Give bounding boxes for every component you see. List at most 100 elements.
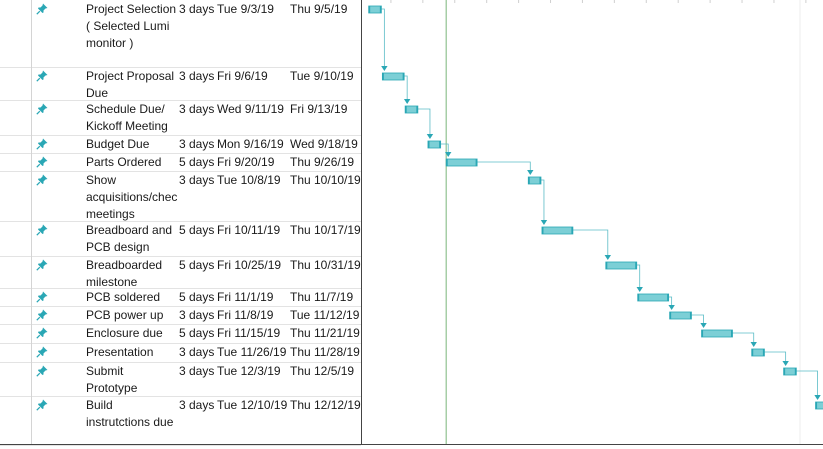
row-selector-cell[interactable] <box>0 100 32 135</box>
task-finish-cell[interactable]: Tue 11/12/19 <box>290 308 360 322</box>
task-bar-end-cap[interactable] <box>635 262 637 269</box>
task-finish-cell[interactable]: Wed 9/18/19 <box>290 137 358 151</box>
task-finish-cell[interactable]: Thu 9/5/19 <box>290 2 348 16</box>
grid-chart-divider[interactable] <box>361 0 362 445</box>
task-duration-cell[interactable]: 3 days <box>179 308 215 322</box>
row-selector-cell[interactable] <box>0 256 32 288</box>
task-duration-cell[interactable]: 3 days <box>179 102 215 116</box>
task-bar-start-cap[interactable] <box>528 177 530 184</box>
task-start-cell[interactable]: Tue 12/10/19 <box>217 398 288 412</box>
task-finish-cell[interactable]: Thu 11/28/19 <box>290 345 360 359</box>
table-row[interactable]: Project Selection ( Selected Lumi monito… <box>0 0 361 68</box>
task-bar-end-cap[interactable] <box>539 177 541 184</box>
task-bar-end-cap[interactable] <box>571 227 573 234</box>
task-bar-start-cap[interactable] <box>541 227 544 234</box>
table-row[interactable]: Breadboard and PCB design 5 days Fri 10/11… <box>0 221 361 257</box>
task-name-cell[interactable]: Parts Ordered <box>86 155 162 169</box>
row-selector-cell[interactable] <box>0 343 32 362</box>
task-name-cell[interactable]: Enclosure due <box>86 326 163 340</box>
task-bar-end-cap[interactable] <box>416 106 418 113</box>
task-finish-cell[interactable]: Thu 11/7/19 <box>290 290 354 304</box>
task-bar-start-cap[interactable] <box>637 294 640 301</box>
task-bar[interactable] <box>669 311 692 320</box>
row-selector-cell[interactable] <box>0 171 32 221</box>
task-bar[interactable] <box>381 72 405 81</box>
task-name-cell[interactable]: Project Selection ( Selected Lumi monito… <box>86 2 177 50</box>
pin-icon[interactable] <box>36 224 48 236</box>
task-bar-start-cap[interactable] <box>701 330 704 337</box>
task-bar-start-cap[interactable] <box>368 6 371 13</box>
table-row[interactable]: Build instrutctions due 3 days Tue 12/10/1… <box>0 396 361 446</box>
pin-icon[interactable] <box>36 174 48 186</box>
task-duration-cell[interactable]: 3 days <box>179 173 215 187</box>
row-selector-cell[interactable] <box>0 362 32 396</box>
pin-icon[interactable] <box>36 327 48 339</box>
pin-icon[interactable] <box>36 3 48 15</box>
task-bar-start-cap[interactable] <box>605 262 608 269</box>
table-row[interactable]: Budget Due 3 days Mon 9/16/19 Wed 9/18/19 <box>0 135 361 154</box>
task-start-cell[interactable]: Tue 12/3/19 <box>217 364 281 378</box>
task-duration-cell[interactable]: 3 days <box>179 2 215 16</box>
task-finish-cell[interactable]: Thu 9/26/19 <box>290 155 355 169</box>
task-bar-start-cap[interactable] <box>405 106 407 113</box>
pin-icon[interactable] <box>36 309 48 321</box>
task-bar-start-cap[interactable] <box>382 73 384 80</box>
task-start-cell[interactable]: Fri 10/11/19 <box>217 223 281 237</box>
task-duration-cell[interactable]: 3 days <box>179 345 215 359</box>
task-name-cell[interactable]: Budget Due <box>86 137 150 151</box>
table-row[interactable]: Enclosure due 5 days Fri 11/15/19 Thu 11/21… <box>0 324 361 344</box>
task-bar-end-cap[interactable] <box>439 141 441 148</box>
task-bar[interactable] <box>427 140 442 149</box>
pin-icon[interactable] <box>36 291 48 303</box>
task-name-cell[interactable]: Presentation <box>86 345 154 359</box>
table-row[interactable]: Project Proposal Due 3 days Fri 9/6/19 Tue … <box>0 67 361 101</box>
task-name-cell[interactable]: Project Proposal Due <box>86 69 175 100</box>
task-bar-start-cap[interactable] <box>427 141 430 148</box>
row-selector-cell[interactable] <box>0 67 32 100</box>
task-bar[interactable] <box>701 329 733 338</box>
task-duration-cell[interactable]: 5 days <box>179 326 215 340</box>
row-selector-cell[interactable] <box>0 396 32 445</box>
task-bar-end-cap[interactable] <box>794 368 797 375</box>
row-selector-cell[interactable] <box>0 324 32 343</box>
task-start-cell[interactable]: Wed 9/11/19 <box>217 102 284 116</box>
row-selector-cell[interactable] <box>0 135 32 153</box>
pin-icon[interactable] <box>36 365 48 377</box>
task-name-cell[interactable]: Breadboarded milestone <box>86 258 163 289</box>
pin-icon[interactable] <box>36 399 48 411</box>
task-finish-cell[interactable]: Thu 10/10/19 <box>290 173 361 187</box>
task-bar-end-cap[interactable] <box>689 312 692 319</box>
task-bar-end-cap[interactable] <box>402 73 405 80</box>
table-row[interactable]: Schedule Due/ Kickoff Meeting 3 days Wed 9… <box>0 100 361 136</box>
task-name-cell[interactable]: PCB soldered <box>86 290 161 304</box>
pin-icon[interactable] <box>36 70 48 82</box>
task-finish-cell[interactable]: Fri 9/13/19 <box>290 102 348 116</box>
task-name-cell[interactable]: Submit Prototype <box>86 364 138 395</box>
table-row[interactable]: PCB power up 3 days Fri 11/8/19 Tue 11/12/1… <box>0 306 361 325</box>
task-name-cell[interactable]: Schedule Due/ Kickoff Meeting <box>86 102 168 133</box>
task-finish-cell[interactable]: Thu 10/31/19 <box>290 258 361 272</box>
task-start-cell[interactable]: Fri 11/15/19 <box>217 326 281 340</box>
task-bar-start-cap[interactable] <box>669 312 672 319</box>
table-row[interactable]: Presentation 3 days Tue 11/26/19 Thu 11/28/… <box>0 343 361 363</box>
table-row[interactable]: Breadboarded milestone 5 days Fri 10/25/19… <box>0 256 361 289</box>
task-duration-cell[interactable]: 5 days <box>179 155 215 169</box>
task-duration-cell[interactable]: 3 days <box>179 364 215 378</box>
pin-icon[interactable] <box>36 103 48 115</box>
pin-icon[interactable] <box>36 138 48 150</box>
task-start-cell[interactable]: Fri 9/6/19 <box>217 69 268 83</box>
task-duration-cell[interactable]: 5 days <box>179 223 215 237</box>
task-name-cell[interactable]: Show acquisitions/checks meetings <box>86 173 177 221</box>
task-name-cell[interactable]: Breadboard and PCB design <box>86 223 173 254</box>
task-duration-cell[interactable]: 5 days <box>179 290 215 304</box>
task-start-cell[interactable]: Tue 10/8/19 <box>217 173 281 187</box>
row-selector-cell[interactable] <box>0 306 32 324</box>
task-start-cell[interactable]: Fri 10/25/19 <box>217 258 282 272</box>
task-bar-end-cap[interactable] <box>475 159 478 166</box>
task-bar[interactable] <box>605 261 638 270</box>
task-start-cell[interactable]: Tue 9/3/19 <box>217 2 274 16</box>
task-name-cell[interactable]: Build instrutctions due <box>86 398 174 429</box>
task-duration-cell[interactable]: 3 days <box>179 398 215 412</box>
row-selector-cell[interactable] <box>0 0 32 67</box>
